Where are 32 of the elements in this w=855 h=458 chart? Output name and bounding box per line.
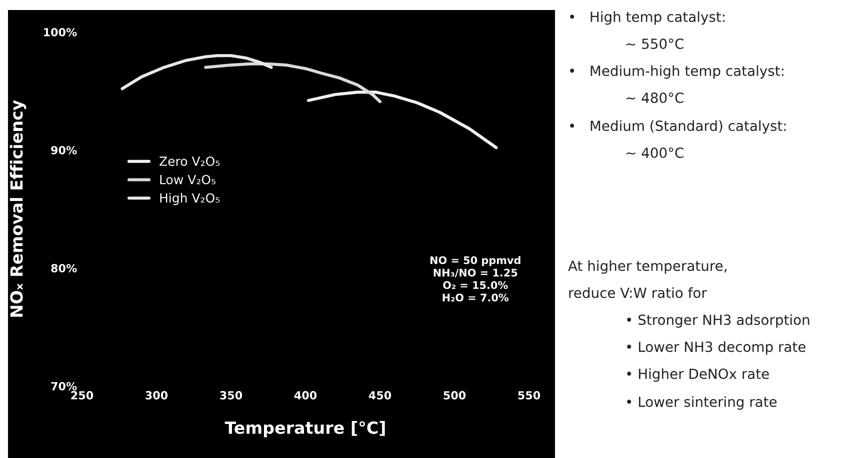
x-axis-title: Temperature [°C] — [224, 421, 385, 438]
x-tick-label: 400 — [294, 391, 317, 400]
legend-label: High V₂O₅ — [160, 192, 220, 206]
text: • Stronger NH3 adsorption — [627, 314, 810, 328]
x-tick-label: 350 — [220, 391, 242, 400]
text: • High temp catalyst: — [570, 11, 724, 25]
text: • Higher DeNOx rate — [627, 368, 769, 382]
annotation: NO = 50 ppmvd NH₃/NO = 1.25 O₂ = 15.0% H₂O = 7.0% — [430, 256, 520, 302]
x-tick-label: 250 — [71, 391, 94, 400]
line-series — [120, 54, 273, 90]
text: ~ 400°C — [626, 148, 684, 158]
x-tick-label: 450 — [368, 391, 392, 400]
text: At higher temperature, — [568, 260, 726, 274]
x-tick-label: 500 — [444, 391, 466, 400]
x-tick-label: 550 — [518, 391, 540, 400]
line-series — [204, 62, 382, 104]
y-tick-label: 90% — [51, 146, 77, 154]
legend-label: Zero V₂O₅ — [160, 156, 220, 166]
text: • Lower sintering rate — [627, 396, 777, 410]
text: • Medium-high temp catalyst: — [570, 65, 784, 79]
x-tick-label: 300 — [146, 391, 168, 400]
y-axis-title: NOₓ Removal Efficiency — [10, 100, 26, 317]
y-tick-label: 100% — [44, 28, 77, 36]
y-tick-label: 80% — [51, 264, 77, 272]
text: • Medium (Standard) catalyst: — [570, 120, 786, 134]
text: ~ 480°C — [626, 92, 684, 104]
text: • Lower NH3 decomp rate — [627, 341, 806, 355]
legend-label: Low V₂O₅ — [160, 174, 216, 184]
text: reduce V:W ratio for — [569, 287, 707, 298]
line-series — [306, 90, 498, 150]
y-tick-label: 70% — [51, 382, 77, 390]
text: ~ 550°C — [626, 38, 684, 50]
